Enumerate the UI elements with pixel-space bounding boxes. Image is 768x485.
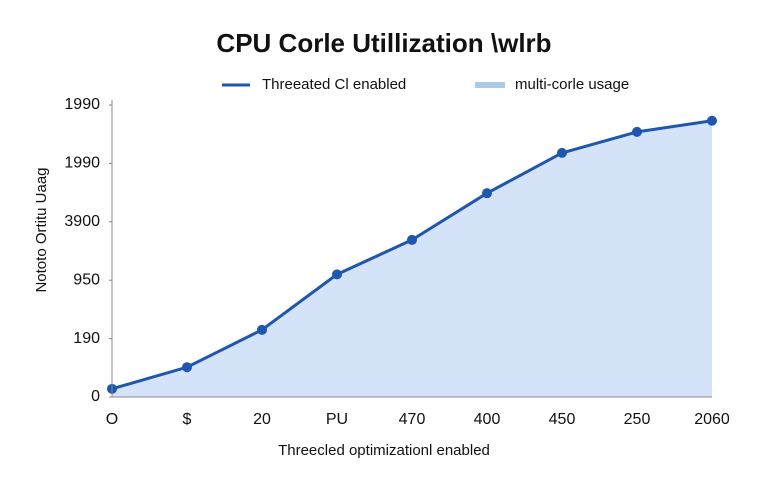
x-tick-label: 20 — [253, 411, 271, 428]
area — [112, 120, 712, 397]
marker — [632, 126, 642, 137]
x-tick-label: 250 — [624, 411, 651, 428]
x-tick-label: 2060 — [694, 411, 730, 428]
x-axis-label: Threecled optimizationl enabled — [278, 442, 490, 459]
marker — [182, 362, 192, 373]
y-tick-label: 1990 — [64, 155, 100, 172]
y-tick-label: 950 — [73, 271, 100, 288]
x-tick-label: 470 — [399, 411, 426, 428]
marker — [407, 234, 417, 245]
x-tick-label: PU — [326, 411, 348, 428]
x-tick-label: 450 — [549, 411, 576, 428]
chart-title: CPU Corle Utillization \wlrb — [216, 28, 551, 58]
marker — [332, 269, 342, 280]
y-tick-label: 190 — [73, 330, 100, 347]
x-tick-label: $ — [183, 411, 192, 428]
y-tick-label: 0 — [91, 388, 100, 405]
y-tick-label: 3900 — [64, 213, 100, 230]
x-tick-label: O — [106, 411, 118, 428]
legend-swatch — [475, 82, 505, 88]
marker — [482, 188, 492, 199]
legend-label: multi-corle usage — [515, 76, 629, 93]
marker — [557, 147, 567, 158]
y-tick-label: 1990 — [64, 96, 100, 113]
y-axis-label: Nototo Ortitu Uaag — [33, 167, 50, 292]
x-tick-label: 400 — [474, 411, 501, 428]
legend-label: Threeated Cl enabled — [262, 76, 406, 93]
marker — [707, 115, 717, 126]
marker — [257, 324, 267, 335]
